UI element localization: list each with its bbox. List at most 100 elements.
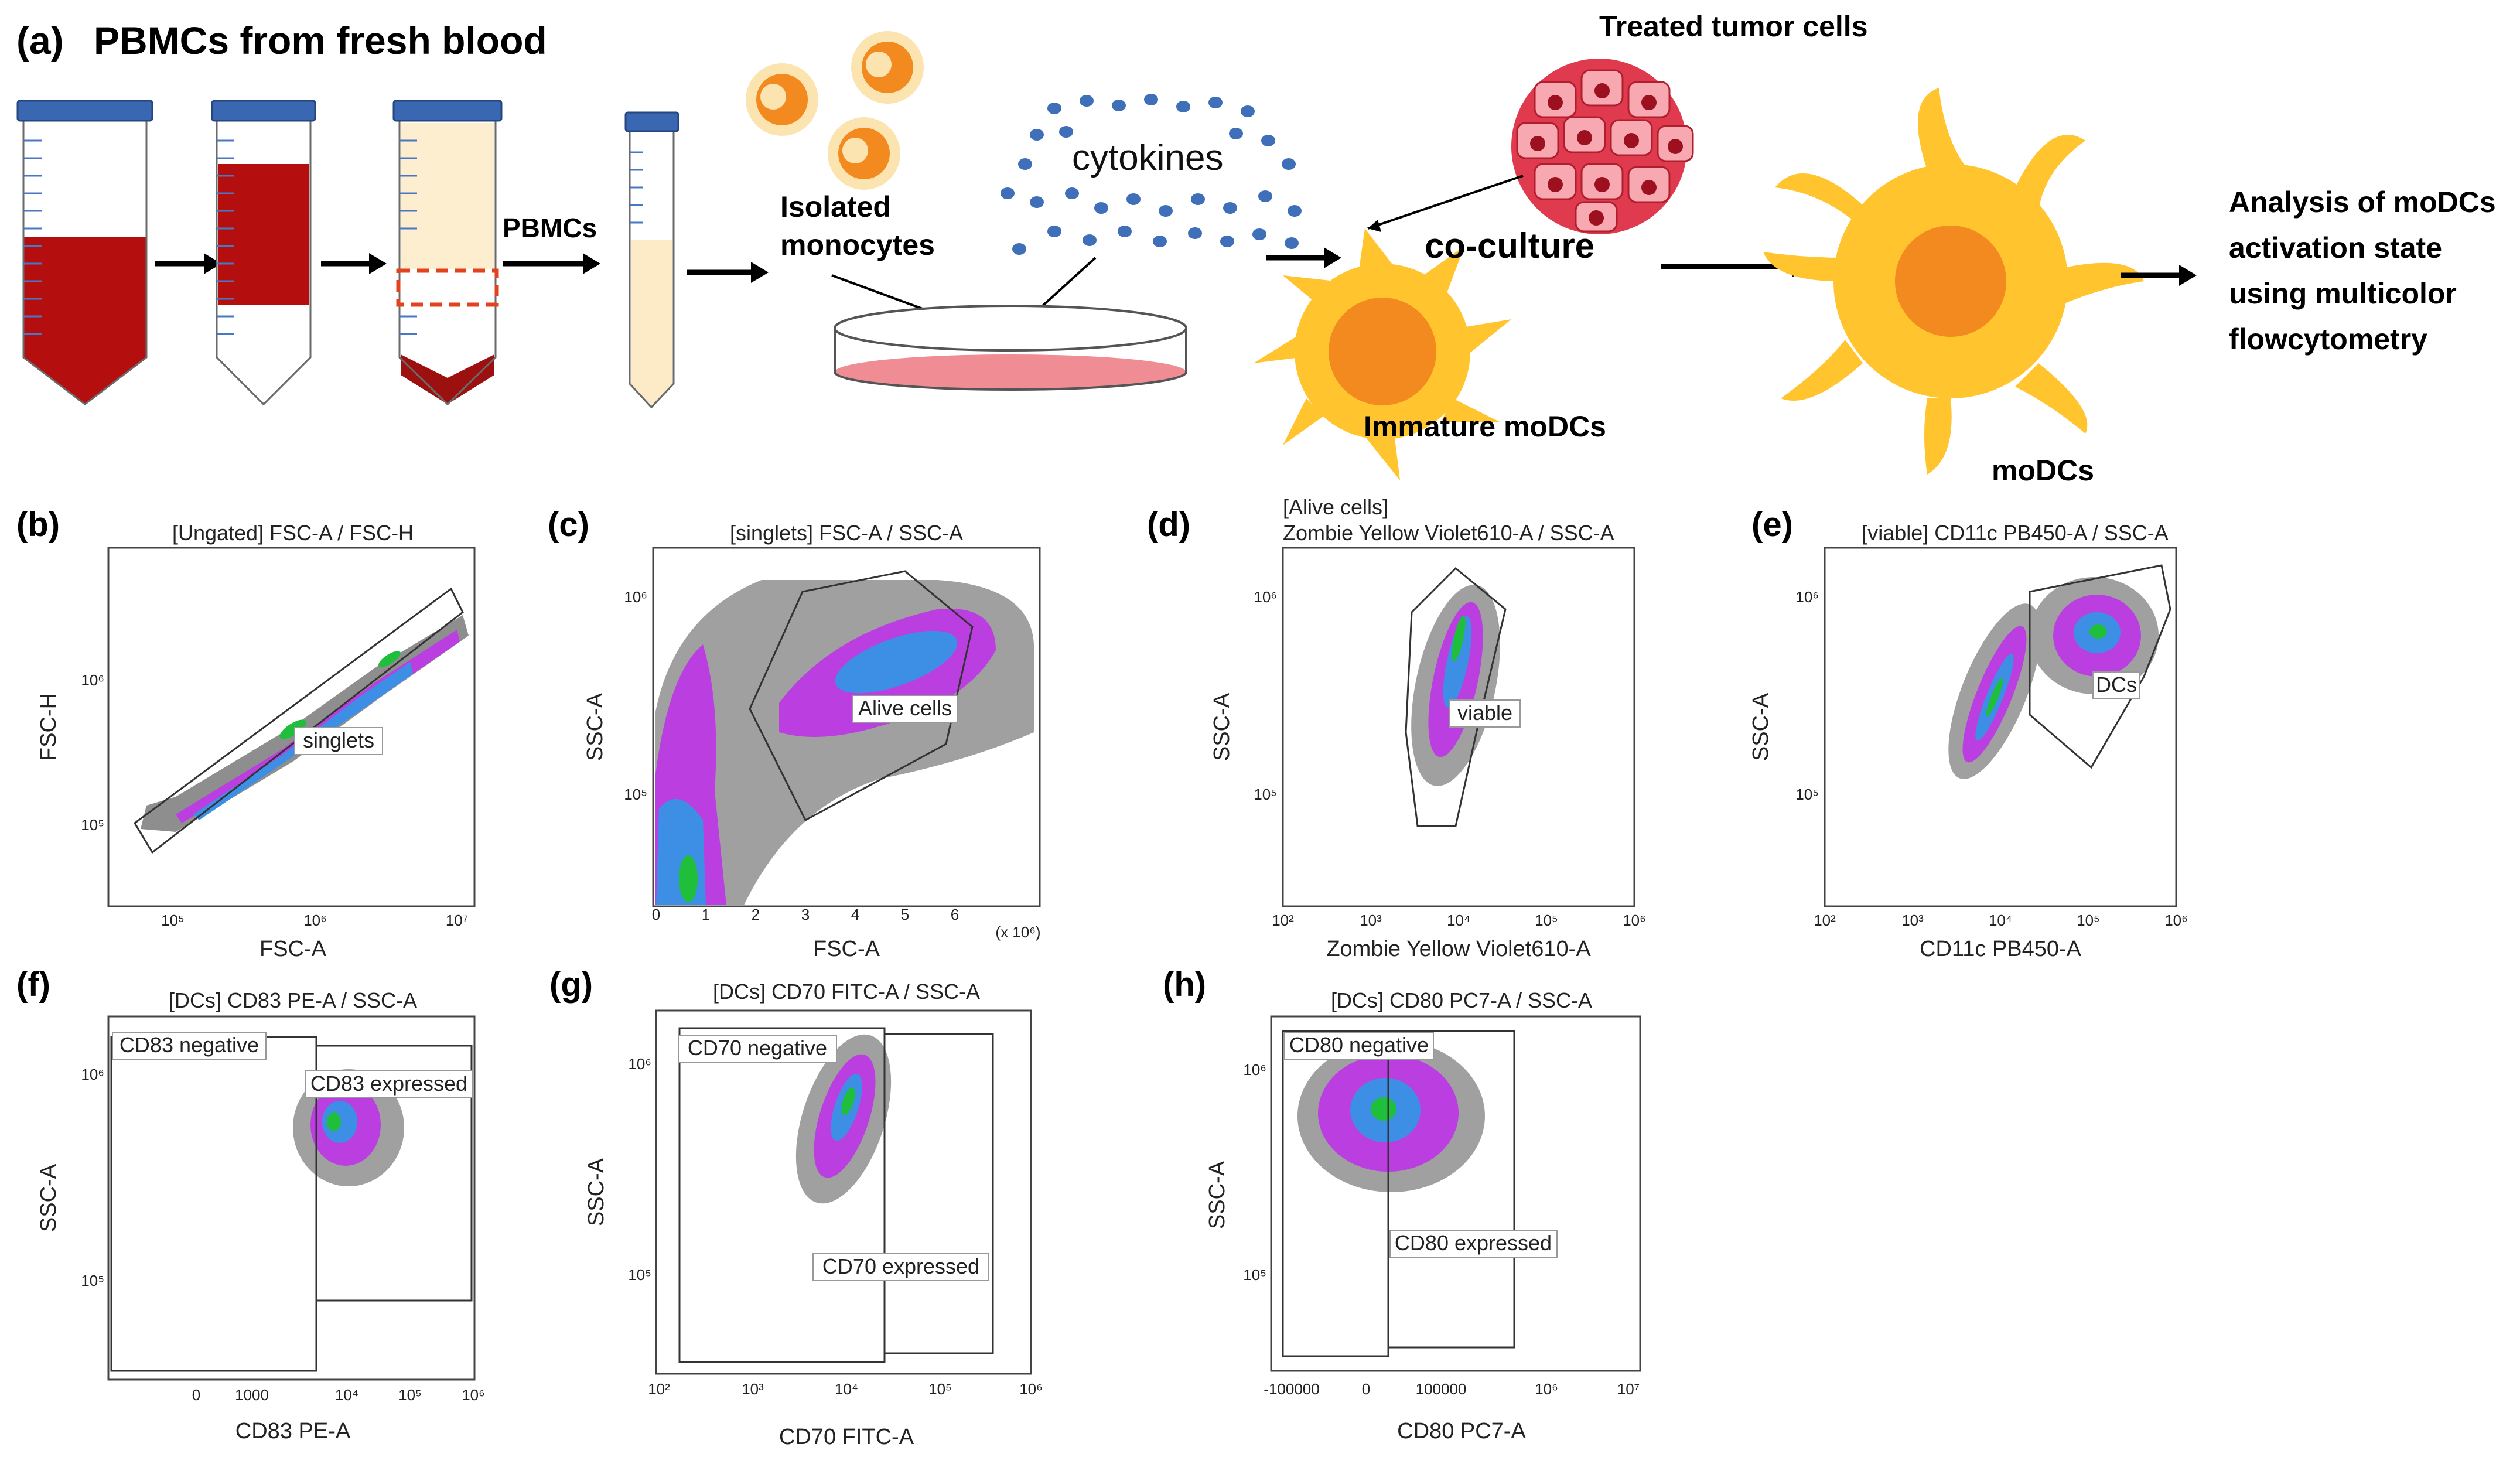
panel-e-xtick-3: 10⁴: [1989, 912, 2012, 929]
panel-b-gate-label: singlets: [303, 728, 374, 752]
panel-c-xlabel: FSC-A: [813, 937, 880, 961]
panel-b-gate-label-box: [294, 727, 383, 755]
panel-h-ytick-1: 10⁵: [1243, 1266, 1266, 1284]
co-culture-label: co-culture: [1425, 226, 1594, 265]
modcs-label: moDCs: [1992, 454, 2094, 487]
panel-e-xtick-1: 10²: [1814, 912, 1836, 929]
panel-d-xtick-5: 10⁶: [1623, 912, 1646, 929]
panel-e-gate-label-box: [2092, 671, 2140, 699]
panel-g-xtick-2: 10³: [742, 1380, 764, 1398]
panel-b-xtick-2: 10⁶: [303, 912, 327, 929]
panel-h-xtick-2: 0: [1362, 1380, 1370, 1398]
panel-g-label: (g): [549, 965, 593, 1004]
panel-h-xtick-3: 100000: [1416, 1380, 1467, 1398]
panel-g-gate-cd70-expressed: [883, 1033, 994, 1354]
tumor-pointer-head: [1368, 220, 1381, 232]
panel-g-ytick-1: 10⁵: [628, 1266, 651, 1284]
tumor-cells-icon: [1511, 59, 1694, 234]
panel-b-title: [Ungated] FSC-A / FSC-H: [172, 521, 414, 545]
panel-f-ytick-2: 10⁶: [81, 1066, 104, 1083]
panel-d-xtick-3: 10⁴: [1447, 912, 1470, 929]
panel-f-ytick-1: 10⁵: [81, 1272, 104, 1289]
arrow-3-head: [583, 253, 600, 274]
panel-d-scatter: [1411, 585, 1500, 786]
analysis-line-3: using multicolor: [2229, 277, 2457, 310]
panel-e-label: (e): [1751, 506, 1793, 544]
panel-c-xtick-6: 5: [901, 906, 909, 923]
panel-b-ytick-1: 10⁵: [81, 816, 104, 834]
immature-dc-nucleus-icon: [1329, 298, 1436, 405]
panel-c-xtick-4: 3: [801, 906, 810, 923]
panel-h-xtick-1: -100000: [1264, 1380, 1319, 1398]
panel-d-ytick-1: 10⁵: [1254, 786, 1277, 803]
tube-centrifuged-icon: [392, 100, 503, 406]
panel-h-gate-label-1-box: [1283, 1032, 1434, 1060]
arrow-1-head: [204, 253, 221, 274]
panel-g-gate-label-2: CD70 expressed: [822, 1254, 979, 1278]
panel-g-gate-label-1: CD70 negative: [688, 1036, 827, 1060]
panel-f-xtick-3: 10⁴: [335, 1386, 358, 1404]
panel-g-ytick-2: 10⁶: [628, 1055, 651, 1073]
panel-h-title: [DCs] CD80 PC7-A / SSC-A: [1331, 988, 1592, 1012]
panel-f-xtick-1: 0: [192, 1386, 200, 1404]
panel-b-gate-singlets: [134, 587, 464, 854]
panel-h-xlabel: CD80 PC7-A: [1397, 1419, 1526, 1443]
panel-b-xtick-3: 10⁷: [446, 912, 468, 929]
panel-e-ytick-1: 10⁵: [1795, 786, 1819, 803]
cytokine-dots-icon: [1001, 94, 1302, 255]
panel-g-gate-label-2-box: [812, 1253, 989, 1281]
panel-h-label: (h): [1163, 965, 1206, 1004]
panel-e: (e) [viable] CD11c PB450-A / SSC-A DCs 1…: [1749, 506, 2188, 961]
panel-e-ylabel: SSC-A: [1749, 692, 1773, 761]
panel-f-xlabel: CD83 PE-A: [235, 1419, 351, 1443]
panel-c-ytick-2: 10⁶: [624, 588, 647, 606]
panel-f-gate-cd83-expressed: [315, 1045, 473, 1302]
panel-g-title: [DCs] CD70 FITC-A / SSC-A: [713, 980, 980, 1004]
panel-c-xtick-5: 4: [851, 906, 859, 923]
panel-h-gate-label-1: CD80 negative: [1289, 1033, 1429, 1057]
panel-h: (h) [DCs] CD80 PC7-A / SSC-A CD80 negati…: [1163, 965, 1641, 1443]
panel-b-ylabel: FSC-H: [36, 693, 61, 761]
panel-f-gate-label-1-box: [112, 1032, 267, 1060]
panel-d-title: [Alive cells]: [1283, 495, 1388, 519]
panel-b-scatter: [141, 615, 469, 832]
panel-d-xtick-4: 10⁵: [1535, 912, 1558, 929]
panel-h-xtick-4: 10⁶: [1535, 1380, 1558, 1398]
panel-e-xtick-5: 10⁶: [2164, 912, 2188, 929]
panel-c-xtick-1: 0: [652, 906, 660, 923]
panel-f-title: [DCs] CD83 PE-A / SSC-A: [169, 988, 417, 1012]
panel-d-gate-viable: [1405, 567, 1507, 827]
panel-e-xlabel: CD11c PB450-A: [1920, 937, 2082, 961]
panel-d-ytick-2: 10⁶: [1254, 588, 1277, 606]
analysis-line-1: Analysis of moDCs: [2229, 186, 2496, 219]
panel-a-title: PBMCs from fresh blood: [94, 19, 547, 62]
panel-e-xtick-4: 10⁵: [2077, 912, 2100, 929]
panel-e-gate-dcs: [2029, 564, 2171, 769]
isolated-monocytes-label-1: Isolated: [780, 190, 891, 223]
panel-d-xtick-2: 10³: [1360, 912, 1382, 929]
tube-pbmcs-icon: [624, 111, 679, 409]
arrow-7-head: [2179, 265, 2197, 286]
panel-f-gate-label-2-box: [305, 1070, 473, 1098]
monocyte-icon: [746, 31, 924, 190]
panel-d-xtick-1: 10²: [1272, 912, 1294, 929]
panel-h-xtick-5: 10⁷: [1617, 1380, 1640, 1398]
panel-d-gate-label: viable: [1457, 701, 1512, 725]
isolated-monocytes-label-2: monocytes: [780, 228, 935, 261]
panel-b-xlabel: FSC-A: [259, 937, 327, 961]
cytokines-label: cytokines: [1072, 138, 1223, 178]
panel-c-gate-label-box: [852, 695, 958, 723]
arrow-4-head: [751, 262, 769, 283]
panel-c-label: (c): [548, 506, 589, 544]
panel-d-title-2: Zombie Yellow Violet610-A / SSC-A: [1283, 521, 1614, 545]
panel-e-gate-label: DCs: [2096, 673, 2137, 697]
panel-g-gate-label-1-box: [678, 1035, 837, 1063]
panel-g-xlabel: CD70 FITC-A: [779, 1425, 914, 1449]
panel-h-gate-label-2: CD80 expressed: [1395, 1231, 1552, 1255]
panel-c-x-scale-note: (x 10⁶): [995, 923, 1040, 941]
panel-g-xtick-5: 10⁶: [1019, 1380, 1043, 1398]
panel-d-ylabel: SSC-A: [1210, 692, 1234, 761]
panel-f-xtick-5: 10⁶: [462, 1386, 485, 1404]
panel-c-gate-alive-cells: [749, 570, 974, 822]
